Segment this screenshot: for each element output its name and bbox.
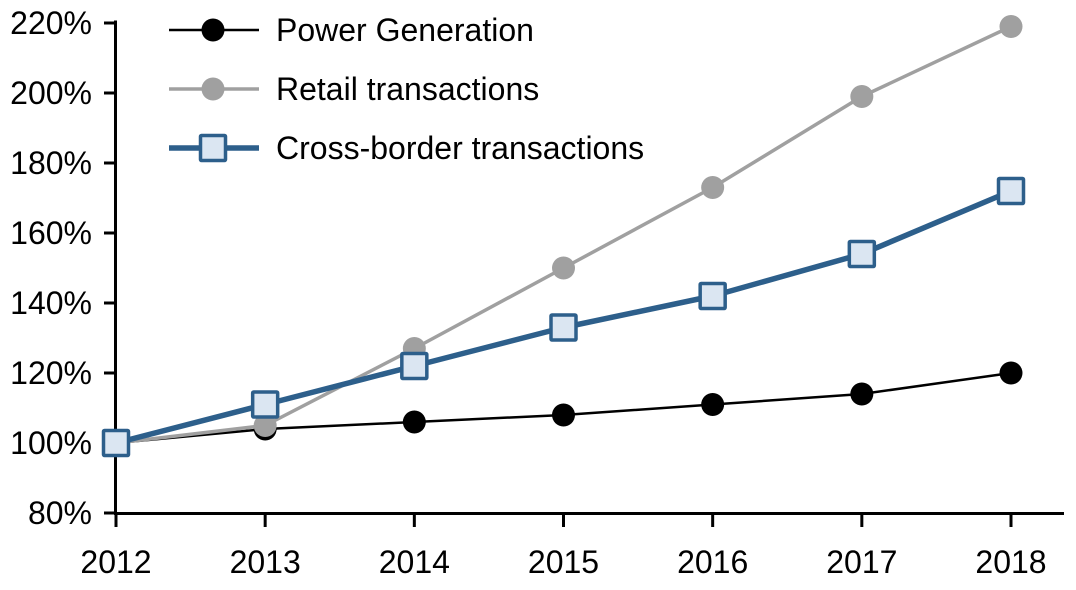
data-point-marker bbox=[198, 133, 228, 163]
series-cross-border-transactions bbox=[101, 176, 1026, 458]
y-tick-label: 100% bbox=[10, 425, 92, 461]
y-tick-label: 160% bbox=[10, 215, 92, 251]
data-point-marker bbox=[701, 176, 725, 199]
x-tick-label: 2018 bbox=[975, 544, 1046, 580]
data-point-marker bbox=[850, 382, 874, 406]
data-point-marker bbox=[201, 77, 225, 101]
y-tick-label: 80% bbox=[28, 495, 92, 531]
data-point-marker bbox=[552, 403, 575, 427]
data-point-marker bbox=[101, 428, 131, 458]
x-tick-label: 2014 bbox=[379, 544, 450, 580]
legend-swatch-retail-transactions-icon bbox=[169, 77, 259, 101]
y-tick-label: 140% bbox=[10, 285, 92, 321]
x-tick-label: 2016 bbox=[677, 544, 748, 580]
legend-label: Power Generation bbox=[276, 12, 534, 48]
legend-item-power-generation: Power Generation bbox=[167, 13, 644, 47]
data-point-marker bbox=[999, 361, 1023, 385]
data-point-marker bbox=[996, 176, 1026, 206]
legend-swatch-power-generation-icon bbox=[169, 18, 259, 42]
data-point-marker bbox=[549, 313, 578, 342]
x-tick-label: 2012 bbox=[80, 544, 151, 580]
data-point-marker bbox=[701, 393, 725, 416]
y-tick-label: 120% bbox=[10, 355, 92, 391]
data-point-marker bbox=[850, 85, 874, 108]
data-point-marker bbox=[999, 15, 1023, 38]
data-point-marker bbox=[847, 239, 877, 269]
data-point-marker bbox=[201, 18, 225, 42]
legend-label: Cross-border transactions bbox=[276, 130, 645, 166]
data-point-marker bbox=[400, 351, 429, 381]
legend-label: Retail transactions bbox=[276, 71, 540, 107]
data-point-marker bbox=[250, 390, 280, 419]
chart-legend: Power Generation Retail transactions Cro… bbox=[167, 13, 644, 165]
y-tick-label: 220% bbox=[10, 5, 92, 41]
y-tick-label: 200% bbox=[10, 75, 92, 111]
data-point-marker bbox=[402, 410, 426, 434]
data-point-marker bbox=[698, 281, 727, 311]
legend-swatch-cross-border-transactions-icon bbox=[169, 133, 259, 163]
x-tick-label: 2013 bbox=[230, 544, 301, 580]
x-tick-label: 2015 bbox=[528, 544, 599, 580]
y-tick-label: 180% bbox=[10, 145, 92, 181]
x-tick-label: 2017 bbox=[826, 544, 897, 580]
legend-item-cross-border-transactions: Cross-border transactions bbox=[167, 131, 644, 165]
data-point-marker bbox=[552, 256, 575, 280]
legend-item-retail-transactions: Retail transactions bbox=[167, 72, 644, 106]
data-point-marker bbox=[253, 414, 277, 437]
